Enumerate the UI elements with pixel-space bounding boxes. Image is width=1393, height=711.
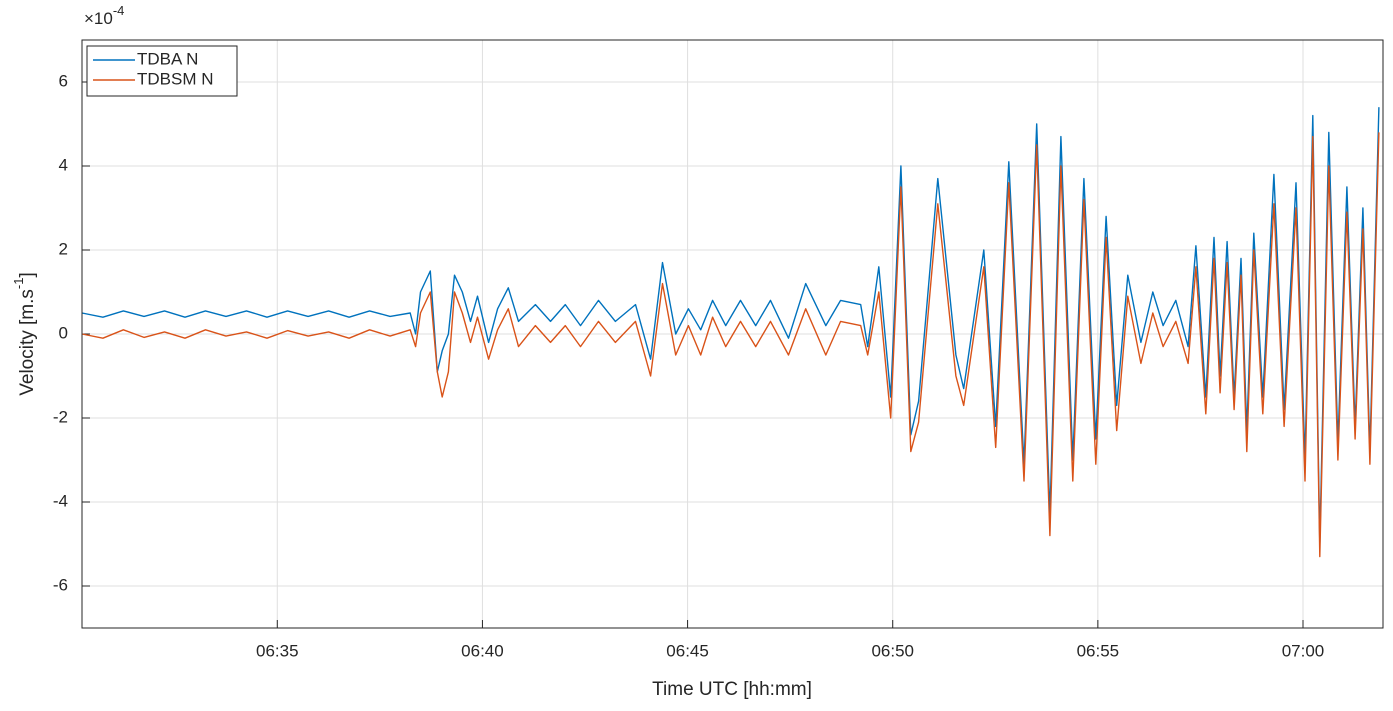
y-tick-label: -6: [53, 575, 68, 594]
y-multiplier-base: ×10: [84, 9, 113, 28]
y-tick-label: 2: [59, 239, 68, 258]
lines: [81, 107, 1380, 558]
y-multiplier: ×10-4: [84, 3, 124, 28]
y-multiplier-exponent: -4: [113, 3, 125, 18]
y-tick-label: 6: [59, 71, 68, 90]
legend-label: TDBSM N: [137, 69, 214, 88]
y-axis-label: Velocity [m.s-1]: [11, 272, 38, 396]
y-tick-label: -2: [53, 407, 68, 426]
x-tick-label: 06:45: [666, 641, 709, 660]
legend-label: TDBA N: [137, 49, 198, 68]
x-axis-label: Time UTC [hh:mm]: [652, 679, 812, 700]
x-tick-label: 07:00: [1282, 641, 1325, 660]
legend-box: [86, 45, 238, 97]
x-tick-label: 06:55: [1077, 641, 1120, 660]
series-line: [81, 132, 1380, 558]
y-tick-label: 0: [59, 323, 68, 342]
y-label-main: Velocity [m.s: [17, 289, 38, 396]
x-tick-label: 06:50: [871, 641, 914, 660]
y-tick-label: -4: [53, 491, 68, 510]
y-tick-label: 4: [59, 155, 68, 174]
x-tick-label: 06:40: [461, 641, 504, 660]
y-label-sup: -1: [11, 278, 26, 290]
x-tick-label: 06:35: [256, 641, 299, 660]
y-label-end: ]: [17, 272, 38, 277]
axes-box: [81, 39, 1384, 629]
